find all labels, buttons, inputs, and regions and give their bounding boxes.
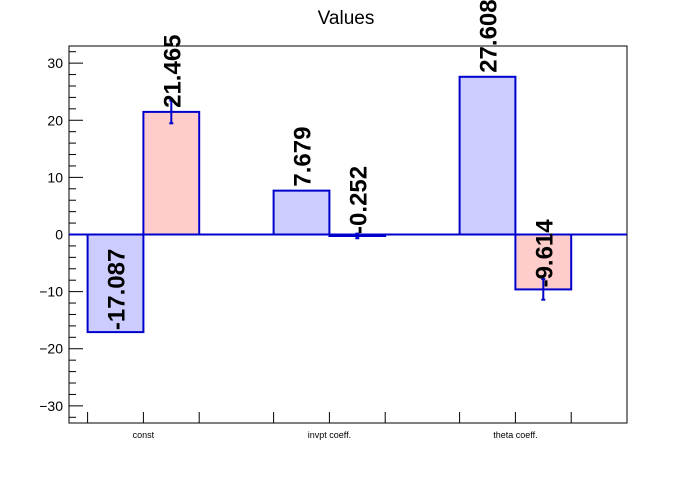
y-tick-label: −20 (39, 341, 63, 357)
bar-value-label: 7.679 (290, 127, 317, 187)
x-axis: const invpt coeff. theta coeff. (87, 412, 572, 440)
bar-value-label: 21.465 (159, 34, 186, 107)
bar (272, 189, 331, 236)
x-tick-label: const (133, 430, 155, 440)
bar-value-label: -9.614 (531, 219, 558, 288)
bars (86, 75, 573, 334)
y-tick-label: 0 (55, 227, 63, 243)
x-tick-label: invpt coeff. (308, 430, 351, 440)
y-tick-label: 10 (47, 169, 63, 185)
x-tick-label: theta coeff. (493, 430, 537, 440)
y-tick-label: −10 (39, 284, 63, 300)
bar (458, 75, 517, 236)
y-axis: −30 −20 −10 0 10 20 30 (39, 51, 83, 418)
y-tick-label: 20 (47, 112, 63, 128)
y-tick-label: −30 (39, 398, 63, 414)
bar-value-label: -0.252 (345, 166, 372, 234)
y-tick-label: 30 (47, 55, 63, 71)
bar-value-label: 27.608 (476, 0, 503, 73)
bar (142, 110, 201, 236)
value-labels: -17.087 7.679 27.608 21.465 -0.252 -9.614 (104, 0, 559, 330)
chart-title: Values (318, 8, 375, 29)
bar-value-label: -17.087 (104, 249, 131, 330)
